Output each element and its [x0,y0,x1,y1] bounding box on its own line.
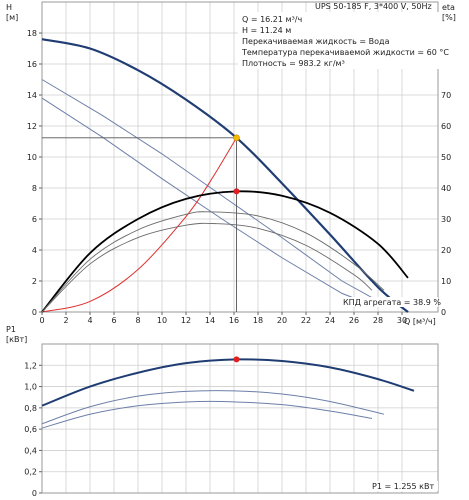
h-tick-label: 16 [27,60,37,69]
q-axis-label: Q [м³/ч] [404,317,436,326]
duty-point-efficiency-marker [233,188,240,195]
power-annotation: P1 = 1.255 кВт [372,482,434,491]
eta-tick-label: 40 [441,184,451,193]
p1-tick-label: 0,8 [24,404,37,413]
p1-tick-label: 1,2 [24,361,37,370]
duty-point-head-marker [233,134,240,142]
info-density: Плотность = 983.2 кг/м³ [242,59,345,68]
q-tick-label: 4 [87,316,92,325]
p1-tick-label: 0,6 [24,425,37,434]
duty-point-power-marker [233,356,240,363]
q-tick-label: 8 [135,316,140,325]
q-tick-label: 10 [157,316,167,325]
eta-tick-label: 0 [441,308,446,317]
q-tick-label: 2 [63,316,68,325]
h-tick-label: 4 [32,246,37,255]
p1-axis-unit: [кВт] [6,335,27,344]
efficiency-curve-speed-3 [41,190,409,313]
h-tick-label: 8 [32,184,37,193]
head-curve-speed-1 [41,97,370,305]
head-curve-speed-3 [41,38,409,313]
h-tick-label: 12 [27,122,37,131]
q-tick-label: 24 [325,316,335,325]
curves [41,38,415,429]
tick-labels: 0 2 4 6 8 10 12 14 16 18 20 22 24 26 28 300246810121416… [24,29,451,498]
q-tick-label: 0 [39,316,44,325]
efficiency-annotation: КПД агрегата = 38.9 % [343,298,441,307]
info-liquid: Перекачиваемая жидкость = Вода [242,37,390,46]
head-curve-speed-2 [41,79,385,305]
p1-tick-label: 1,0 [24,383,37,392]
p1-axis-label: P1 [6,325,16,334]
q-tick-label: 6 [111,316,116,325]
q-tick-label: 16 [229,316,239,325]
q-tick-label: 22 [301,316,311,325]
eta-tick-label: 50 [441,153,451,162]
q-tick-label: 30 [397,316,407,325]
eta-tick-label: 10 [441,277,451,286]
head-axis-label-unit: [м] [6,13,18,22]
power-curve-speed-2 [41,390,385,425]
info-h: H = 11.24 м [242,26,291,35]
power-plot-frame [41,343,439,494]
eta-tick-label: 60 [441,122,451,131]
q-tick-label: 26 [349,316,359,325]
power-curve-speed-3 [41,358,415,407]
duty-markers [42,134,240,363]
q-tick-label: 28 [373,316,383,325]
eta-axis-unit: [%] [442,13,456,22]
chart-title: UPS 50-185 F, 3*400 V, 50Hz [315,2,432,11]
h-tick-label: 10 [27,153,37,162]
efficiency-curve-speed-2 [41,211,385,313]
plot-frames [41,1,439,494]
p1-tick-label: 0,2 [24,468,37,477]
h-tick-label: 2 [32,277,37,286]
q-tick-label: 18 [253,316,263,325]
info-temperature: Температура перекачиваемой жидкости = 60… [241,48,449,57]
h-tick-label: 0 [32,308,37,317]
eta-tick-label: 70 [441,91,451,100]
efficiency-curve-speed-1 [41,222,373,313]
power-grid [41,344,438,494]
system-curve [41,137,237,313]
p1-tick-label: 0 [32,489,37,498]
eta-axis-label: eta [442,3,455,12]
power-curve-speed-1 [41,400,373,429]
info-block: Q = 16.21 м³/ч H = 11.24 м Перекачиваема… [238,12,449,69]
h-tick-label: 14 [27,91,37,100]
p1-tick-label: 0,4 [24,446,37,455]
head-axis-label-h: H [6,3,12,12]
h-tick-label: 18 [27,29,37,38]
q-tick-label: 14 [205,316,215,325]
eta-tick-label: 20 [441,246,451,255]
h-tick-label: 6 [32,215,37,224]
info-q: Q = 16.21 м³/ч [242,15,302,24]
eta-tick-label: 30 [441,215,451,224]
q-tick-label: 20 [277,316,287,325]
q-tick-label: 12 [181,316,191,325]
